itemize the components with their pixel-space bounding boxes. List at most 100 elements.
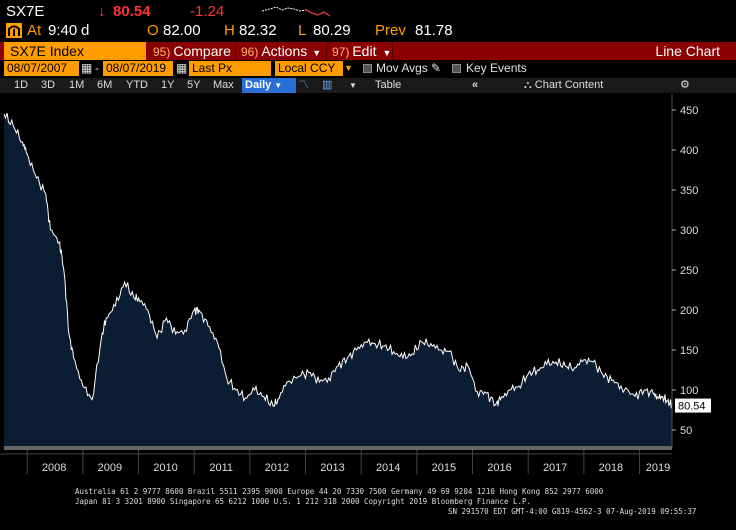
down-arrow-icon: ↓ [98,3,106,20]
price-line [3,112,673,409]
mov-avgs-checkbox[interactable] [363,64,372,73]
divider [326,42,327,60]
y-tick-label: 200 [680,305,698,317]
footer-session: SN 291570 EDT GMT-4:00 G819-4562-3 07-Au… [448,507,697,516]
y-tick-label: 300 [680,225,698,237]
calendar-icon[interactable]: ▦ [176,61,188,75]
range-toolbar: 1D 3D 1M 6M YTD 1Y 5Y Max Daily ▼ 〽 ▥ ▼ T… [0,78,736,93]
range-3d[interactable]: 3D [41,79,56,91]
footer-contacts-2: Japan 81 3 3201 8900 Singapore 65 6212 1… [75,497,532,506]
chevron-down-icon[interactable]: ▼ [349,81,357,90]
edit-dropdown-icon: ▼ [382,48,392,58]
range-6m[interactable]: 6M [97,79,113,91]
bar-chart-icon[interactable]: ▥ [322,79,333,91]
market-status-icon [6,23,22,38]
quote-line: SX7E ↓ 80.54 -1.24 [0,3,736,21]
table-button[interactable]: Table [375,79,402,91]
quote-time: 9:40 [48,22,78,39]
x-tick-label: 2018 [599,462,623,474]
scroll-bar[interactable] [4,446,672,450]
price-chart[interactable]: 50 100 150 200 250 300 350 400 450 80.54 2008 2009… [0,94,736,480]
net-change: -1.24 [190,3,225,20]
price-field-select[interactable]: Last Px [189,61,271,76]
last-value-box [675,398,711,413]
mov-avgs-label: Mov Avgs [376,61,428,75]
x-tick-label: 2012 [265,462,289,474]
compare-button[interactable]: 95) Compare [153,42,231,60]
chart-content-icon: ⛬ [524,79,532,91]
low-value: 80.29 [313,22,351,39]
at-label: At [27,22,42,39]
divider [392,42,393,60]
open-value: 82.00 [163,22,201,39]
chevron-down-icon[interactable]: ▼ [344,63,353,73]
x-tick-label: 2017 [543,462,567,474]
actions-dropdown-icon: ▼ [312,48,322,58]
range-max[interactable]: Max [213,79,234,91]
sparkline-icon [261,1,332,23]
range-ytd[interactable]: YTD [126,79,148,91]
y-tick-label: 250 [680,265,698,277]
frequency-label: Daily [245,79,272,91]
line-chart-icon[interactable]: 〽 [298,79,309,91]
currency-select[interactable]: Local CCY [275,61,343,76]
open-label: O [147,22,159,39]
quote-detail-line: At 9:40 d O 82.00 H 82.32 L 80.29 Prev 8… [0,22,736,40]
last-value-label: 80.54 [678,401,706,413]
range-1d[interactable]: 1D [14,79,29,91]
edit-shortcut: 97) [332,45,350,59]
frequency-select[interactable]: Daily ▼ [242,78,296,93]
x-tick-label: 2015 [432,462,456,474]
prev-value: 81.78 [415,22,453,39]
x-tick-label: 2010 [153,462,177,474]
key-events-checkbox[interactable] [452,64,461,73]
chart-type-label: Line Chart [655,43,720,59]
plot-area [3,112,673,446]
price-area [4,113,672,446]
footer-contacts: Australia 61 2 9777 8600 Brazil 5511 239… [75,487,604,496]
gear-icon[interactable]: ⚙ [680,79,690,91]
high-value: 82.32 [239,22,277,39]
chart-content-label: Chart Content [534,79,604,91]
y-tick-label: 350 [680,185,698,197]
x-axis: 2008 2009 2010 2011 2012 2013 2014 2015 2016 2017… [0,446,736,480]
y-tick-label: 400 [680,145,698,157]
pencil-icon[interactable]: ✎ [431,61,442,75]
quote-time-suffix: d [81,22,90,39]
low-label: L [298,22,307,39]
y-axis: 50 100 150 200 250 300 350 400 450 80.54 [671,94,711,450]
end-date-field[interactable]: 08/07/2019 [103,61,173,76]
x-tick-label: 2019 [646,462,670,474]
title-bar: SX7E Index 95) Compare 96) Actions ▼ 97) Edi… [0,42,736,60]
y-tick-label: 150 [680,345,698,357]
edit-button[interactable]: 97) Edit ▼ [332,42,391,60]
chevron-down-icon: ▼ [274,81,283,90]
x-tick-label: 2013 [320,462,344,474]
range-1m[interactable]: 1M [69,79,85,91]
x-tick-label: 2014 [376,462,400,474]
y-tick-label: 100 [680,385,698,397]
last-price: 80.54 [113,3,151,20]
chart-content-button[interactable]: ⛬ Chart Content [524,78,603,93]
security-field[interactable]: SX7E Index [4,42,146,60]
actions-label: Actions [261,43,308,59]
divider [235,42,236,60]
collapse-icon[interactable]: « [472,79,479,91]
ticker: SX7E [6,3,45,20]
x-tick-label: 2011 [209,462,233,474]
range-1y[interactable]: 1Y [161,79,175,91]
compare-label: Compare [173,43,231,59]
actions-button[interactable]: 96) Actions ▼ [241,42,321,60]
x-tick-label: 2009 [98,462,122,474]
x-tick-label: 2008 [42,462,66,474]
high-label: H [224,22,235,39]
actions-shortcut: 96) [241,45,259,59]
x-axis-band [0,448,736,480]
start-date-field[interactable]: 08/07/2007 [4,61,79,76]
y-tick-label: 450 [680,105,698,117]
compare-shortcut: 95) [153,45,171,59]
prev-label: Prev [375,22,406,39]
calendar-icon[interactable]: ▦ [81,61,93,75]
date-dash: - [95,61,99,75]
range-5y[interactable]: 5Y [187,79,201,91]
